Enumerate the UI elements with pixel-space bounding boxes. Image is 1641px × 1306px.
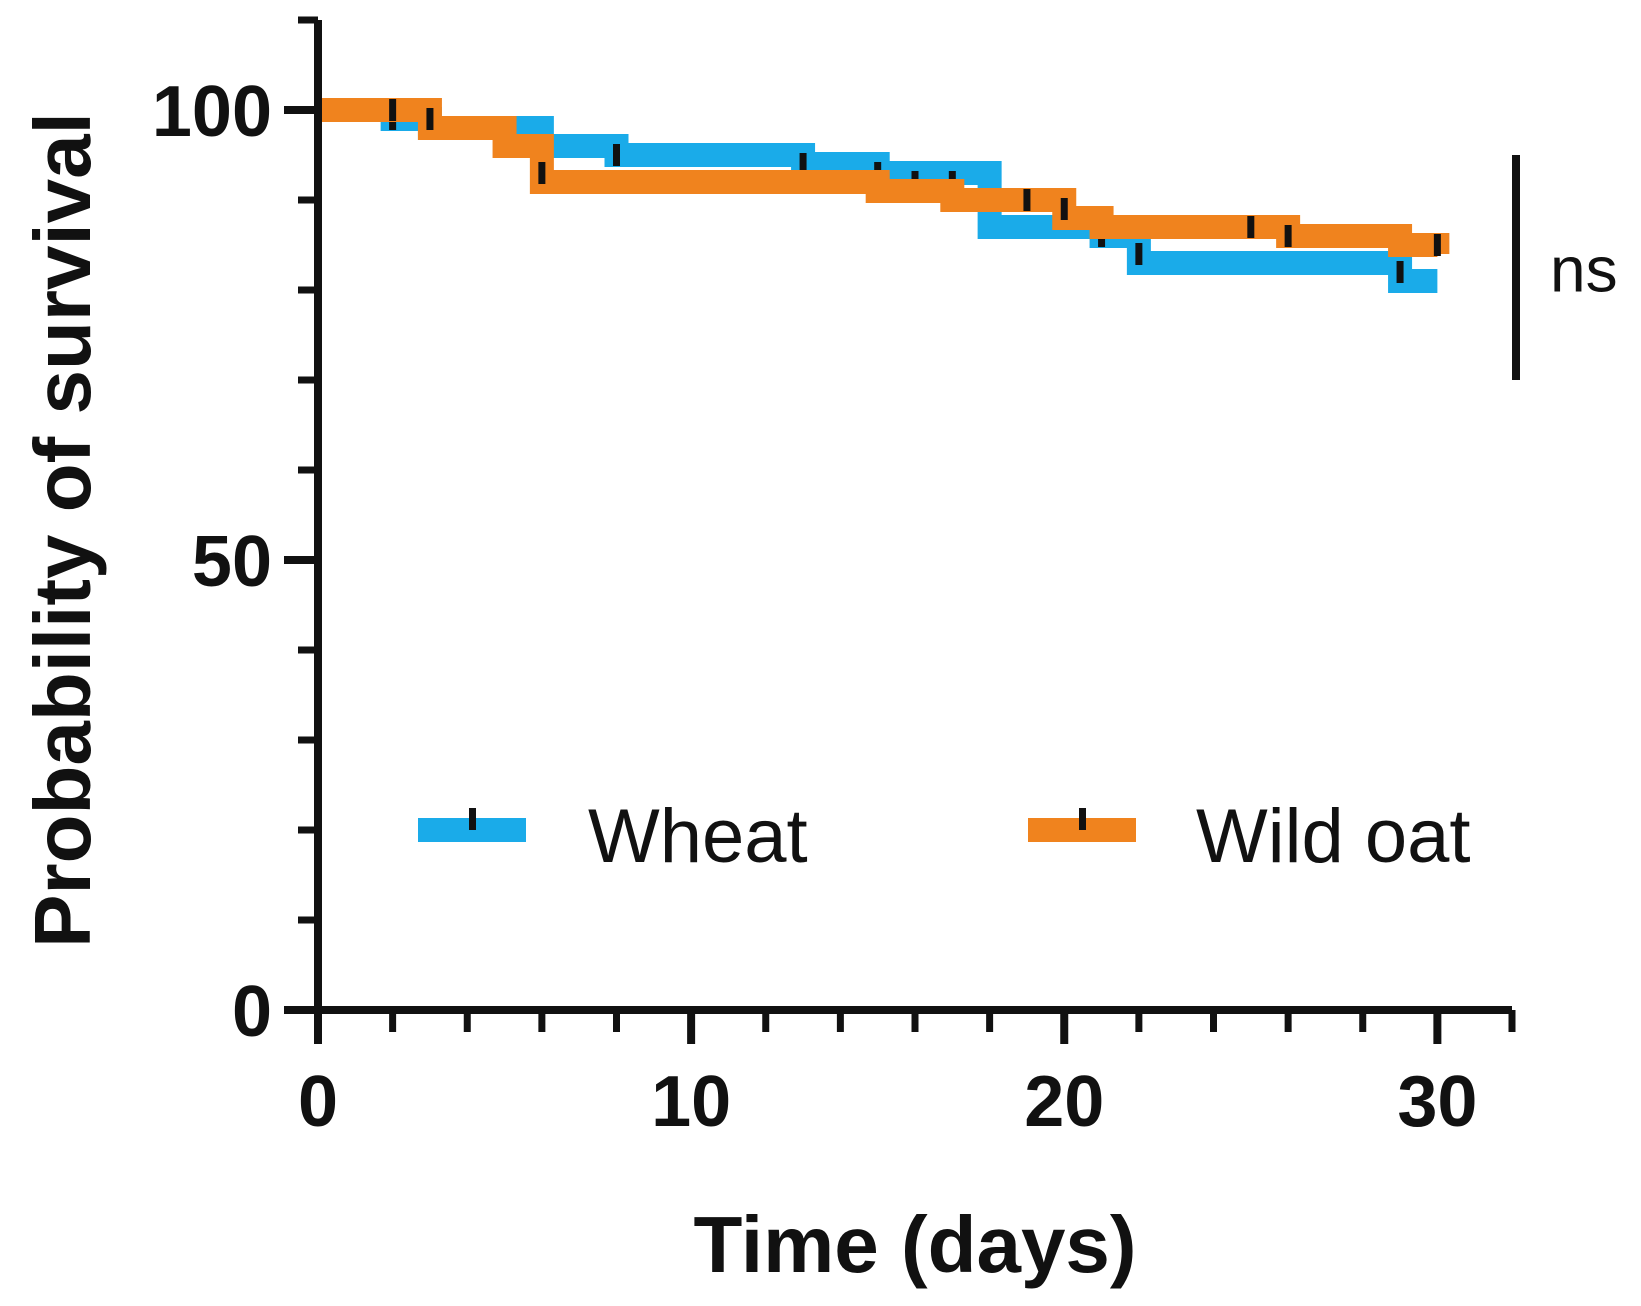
censor-mark-wild-oat	[1284, 225, 1292, 247]
series-line-wild-oat	[318, 98, 1450, 257]
x-tick-label: 30	[1397, 1062, 1477, 1142]
x-tick-label: 10	[651, 1062, 731, 1142]
y-tick-label: 0	[232, 972, 272, 1052]
series-layer	[318, 98, 1450, 293]
x-tick-label: 20	[1024, 1062, 1104, 1142]
legend-censor-mark-wild-oat	[1079, 808, 1086, 830]
axes-layer	[284, 16, 1516, 1044]
legend-item-wild-oat: Wild oat	[1028, 794, 1471, 879]
legend-label-wild-oat: Wild oat	[1196, 794, 1471, 879]
x-tick-label: 0	[298, 1062, 338, 1142]
censor-mark-wild-oat	[1023, 189, 1031, 211]
x-axis-title: Time (days)	[693, 1200, 1136, 1289]
censor-mark-wild-oat	[1060, 198, 1068, 220]
significance-annotation: ns	[1512, 155, 1618, 380]
tick-labels: 0 50 100 0 10 20 30	[152, 72, 1478, 1142]
significance-label: ns	[1550, 234, 1618, 306]
censor-mark-wild-oat	[1433, 234, 1441, 256]
censor-mark-wild-oat	[426, 108, 434, 130]
censor-mark-wild-oat	[389, 99, 397, 121]
censor-mark-wheat	[1396, 261, 1404, 283]
censor-mark-wild-oat	[538, 162, 546, 184]
censor-mark-wheat	[1135, 243, 1143, 265]
y-tick-label: 50	[192, 522, 272, 602]
legend: Wheat Wild oat	[418, 794, 1471, 879]
legend-censor-mark-wheat	[469, 808, 476, 830]
legend-label-wheat: Wheat	[588, 794, 808, 879]
y-axis-title: Probability of survival	[18, 112, 107, 948]
censor-mark-wheat	[799, 153, 807, 175]
censor-mark-wheat	[613, 144, 620, 166]
legend-item-wheat: Wheat	[418, 794, 808, 879]
y-tick-label: 100	[152, 72, 272, 152]
censor-mark-wild-oat	[1247, 216, 1255, 238]
